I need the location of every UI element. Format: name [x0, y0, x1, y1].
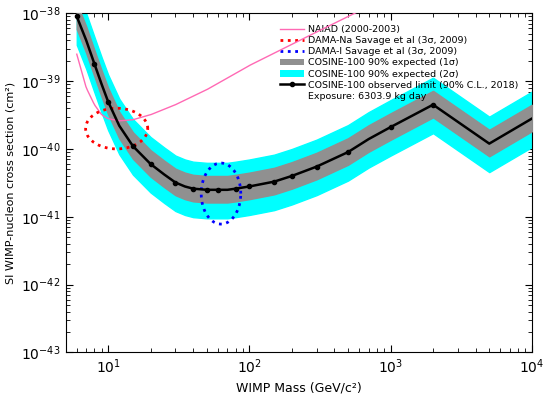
Y-axis label: SI WIMP-nucleon cross section (cm²): SI WIMP-nucleon cross section (cm²): [6, 82, 15, 284]
Legend: NAIAD (2000-2003), DAMA-Na Savage et al (3σ, 2009), DAMA-I Savage et al (3σ, 200: NAIAD (2000-2003), DAMA-Na Savage et al …: [276, 22, 522, 104]
X-axis label: WIMP Mass (GeV/c²): WIMP Mass (GeV/c²): [236, 382, 361, 394]
